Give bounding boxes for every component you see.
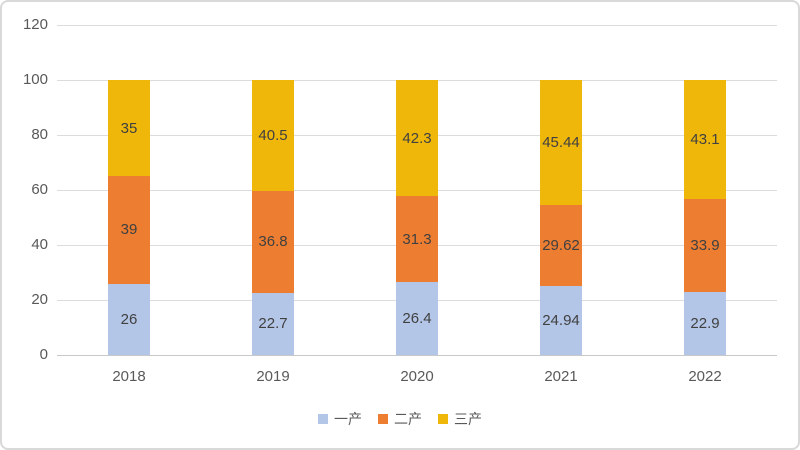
legend-swatch-icon <box>378 414 388 424</box>
legend-swatch-icon <box>318 414 328 424</box>
x-axis-category-label: 2022 <box>688 368 722 385</box>
data-label: 26 <box>120 310 138 328</box>
bar-segment-2018[interactable]: 26 <box>108 283 150 355</box>
legend-item-2[interactable]: 二产 <box>378 409 422 429</box>
data-label: 31.3 <box>402 230 432 248</box>
bar-segment-2020[interactable]: 42.3 <box>396 80 438 197</box>
y-axis-tick-label: 80 <box>31 126 48 143</box>
y-axis-tick-label: 0 <box>39 346 48 363</box>
x-axis-line <box>57 354 777 356</box>
legend-label: 二产 <box>394 411 422 427</box>
data-label: 26.4 <box>402 310 432 328</box>
y-axis-tick-label: 100 <box>22 71 48 88</box>
y-axis-tick-label: 60 <box>31 181 48 198</box>
bar-segment-2019[interactable]: 22.7 <box>252 292 294 355</box>
bar-segment-2018[interactable]: 39 <box>108 176 150 284</box>
gridline <box>57 24 777 26</box>
x-axis-category-label: 2018 <box>112 368 146 385</box>
data-label: 40.5 <box>258 127 288 145</box>
legend-item-3[interactable]: 三产 <box>438 409 482 429</box>
x-axis-category-label: 2021 <box>544 368 578 385</box>
data-label: 35 <box>120 119 138 137</box>
data-label: 22.7 <box>258 315 288 333</box>
data-label: 24.94 <box>542 312 580 330</box>
data-label: 22.9 <box>690 315 720 332</box>
bar-segment-2022[interactable]: 43.1 <box>684 80 726 199</box>
bar-segment-2020[interactable]: 26.4 <box>396 282 438 355</box>
legend-label: 一产 <box>334 411 362 427</box>
y-axis-tick-label: 120 <box>22 16 48 33</box>
bar-segment-2022[interactable]: 33.9 <box>684 198 726 293</box>
bar-segment-2021[interactable]: 29.62 <box>540 204 582 287</box>
legend-item-1[interactable]: 一产 <box>318 409 362 429</box>
x-axis-category-label: 2020 <box>400 368 434 385</box>
bar-segment-2021[interactable]: 45.44 <box>540 80 582 205</box>
legend-label: 三产 <box>454 411 482 427</box>
y-axis-tick-label: 40 <box>31 236 48 253</box>
data-label: 45.44 <box>542 133 580 151</box>
y-axis-tick-label: 20 <box>31 291 48 308</box>
bar-segment-2021[interactable]: 24.94 <box>540 286 582 355</box>
bar-segment-2020[interactable]: 31.3 <box>396 196 438 283</box>
data-label: 33.9 <box>690 236 720 254</box>
legend: 一产 二产 三产 <box>2 408 798 430</box>
data-label: 39 <box>120 221 138 239</box>
data-label: 29.62 <box>542 237 580 255</box>
legend-swatch-icon <box>438 414 448 424</box>
data-label: 43.1 <box>690 131 720 149</box>
bar-segment-2019[interactable]: 36.8 <box>252 191 294 293</box>
bar-segment-2018[interactable]: 35 <box>108 80 150 177</box>
x-axis-category-label: 2019 <box>256 368 290 385</box>
bar-segment-2022[interactable]: 22.9 <box>684 292 726 355</box>
data-label: 36.8 <box>258 233 288 251</box>
data-label: 42.3 <box>402 129 432 147</box>
bar-segment-2019[interactable]: 40.5 <box>252 80 294 192</box>
